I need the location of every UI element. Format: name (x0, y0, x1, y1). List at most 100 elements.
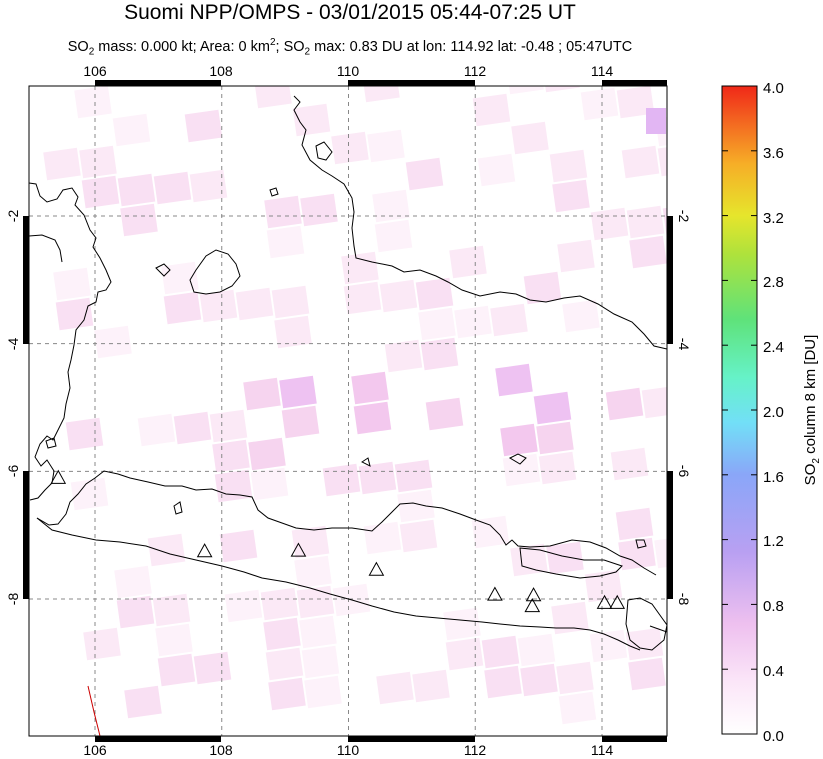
so2-pixel (281, 405, 320, 439)
so2-pixel (157, 653, 196, 687)
so2-pixel (209, 409, 248, 443)
coast-sumatra-east (29, 182, 112, 501)
so2-pixel (471, 515, 510, 549)
so2-pixel (533, 391, 572, 425)
so2-pixel (83, 627, 121, 661)
so2-pixel (376, 671, 414, 705)
so2-pixel (670, 294, 708, 326)
so2-pixel (341, 251, 379, 285)
so2-pixel (379, 279, 418, 313)
so2-pixel (81, 175, 120, 209)
so2-pixel (523, 271, 562, 305)
so2-pixel (558, 691, 597, 725)
cb-tick-3.2: 3.2 (763, 210, 784, 227)
lon-tick-bottom-110: 110 (337, 742, 360, 758)
volcano-marker-3 (368, 561, 385, 576)
lon-tick-top-114: 114 (591, 63, 614, 79)
so2-pixel (615, 507, 654, 541)
so2-pixel (484, 665, 522, 699)
lon-tick-top-106: 106 (83, 63, 107, 79)
border-bar-top-2 (602, 80, 667, 86)
so2-pixel (610, 447, 649, 481)
so2-pixel (688, 504, 726, 536)
gridlines (29, 86, 667, 736)
subtitle-so2-sub: 2 (88, 46, 95, 58)
subtitle-location: max: 0.83 DU at lon: 114.92 lat: -0.48 ;… (310, 38, 633, 55)
so2-pixel (425, 397, 464, 431)
so2-pixel (536, 421, 574, 455)
volcano-markers (50, 469, 626, 613)
so2-pixel (304, 675, 342, 709)
so2-pixel (367, 129, 405, 163)
lat-tick-left--6: -6 (5, 465, 21, 478)
so2-pixel (266, 225, 305, 259)
so2-pixel (562, 299, 600, 333)
lat-tick-right--4: -4 (676, 338, 692, 351)
so2-pixel (657, 143, 667, 177)
so2-pixel (502, 453, 541, 487)
so2-pixel (589, 629, 628, 663)
subtitle-so2: SO (67, 38, 89, 55)
coast-java-south (36, 517, 641, 651)
so2-pixel (472, 93, 511, 127)
cb-tick-1.2: 1.2 (763, 533, 784, 550)
so2-pixel (55, 297, 94, 331)
volcano-marker-1 (196, 543, 213, 558)
map-border-bars (23, 80, 673, 742)
border-bar-top-0 (95, 80, 221, 86)
so2-pixel (279, 375, 317, 409)
border-bar-bottom-1 (348, 736, 475, 742)
track-line (87, 685, 101, 736)
coast-java-north (36, 470, 657, 576)
coast-small-island-4 (45, 437, 57, 449)
coast-belitung-islet (155, 263, 171, 277)
so2-pixel (271, 285, 310, 319)
so2-pixel (173, 411, 212, 445)
cb-label-so2: SO (802, 464, 819, 486)
coast-bangka (189, 249, 241, 295)
so2-pixel (557, 239, 595, 273)
so2-pixel (397, 489, 435, 523)
so2-pixel (605, 387, 644, 421)
so2-pixel (668, 264, 706, 296)
so2-pixel (114, 565, 152, 599)
border-bar-bottom-2 (602, 736, 667, 742)
so2-pixel (454, 305, 492, 339)
so2-pixel (155, 623, 193, 657)
so2-pixel (117, 173, 156, 207)
colorbar-ticks (722, 85, 757, 735)
so2-pixel (199, 289, 238, 323)
lon-tick-bottom-112: 112 (464, 742, 487, 758)
so2-pixel (219, 529, 258, 563)
so2-pixel (74, 86, 112, 119)
lat-tick-left--8: -8 (5, 593, 21, 606)
lon-tick-bottom-108: 108 (209, 742, 233, 758)
cb-tick-4.0: 4.0 (763, 80, 784, 97)
subtitle-km-sup: 2 (269, 37, 276, 48)
so2-pixel (362, 86, 400, 103)
lon-tick-bottom-114: 114 (591, 742, 614, 758)
so2-pixel (399, 519, 438, 553)
coastlines (29, 95, 667, 651)
so2-pixel (351, 371, 389, 405)
so2-pixel (590, 207, 629, 241)
lat-tick-left--2: -2 (5, 210, 21, 223)
so2-pixel (224, 589, 263, 623)
so2-pixel (372, 189, 410, 223)
so2-pixel (449, 245, 487, 279)
coast-madura (519, 547, 623, 579)
so2-pixel (254, 86, 292, 109)
so2-pixel (500, 423, 538, 457)
so2-pixel (517, 633, 556, 667)
volcano-marker-2 (290, 542, 307, 557)
lat-tick-right--8: -8 (676, 593, 692, 606)
subtitle-mass-area: mass: 0.000 kt; Area: 0 km (94, 38, 270, 55)
so2-pixel (443, 607, 481, 641)
cb-label-sub: 2 (811, 458, 822, 464)
so2-pixel (112, 113, 151, 147)
so2-pixel (331, 131, 369, 165)
so2-pixel (116, 595, 155, 629)
lon-tick-top-110: 110 (337, 63, 360, 79)
so2-pixel (291, 525, 330, 559)
